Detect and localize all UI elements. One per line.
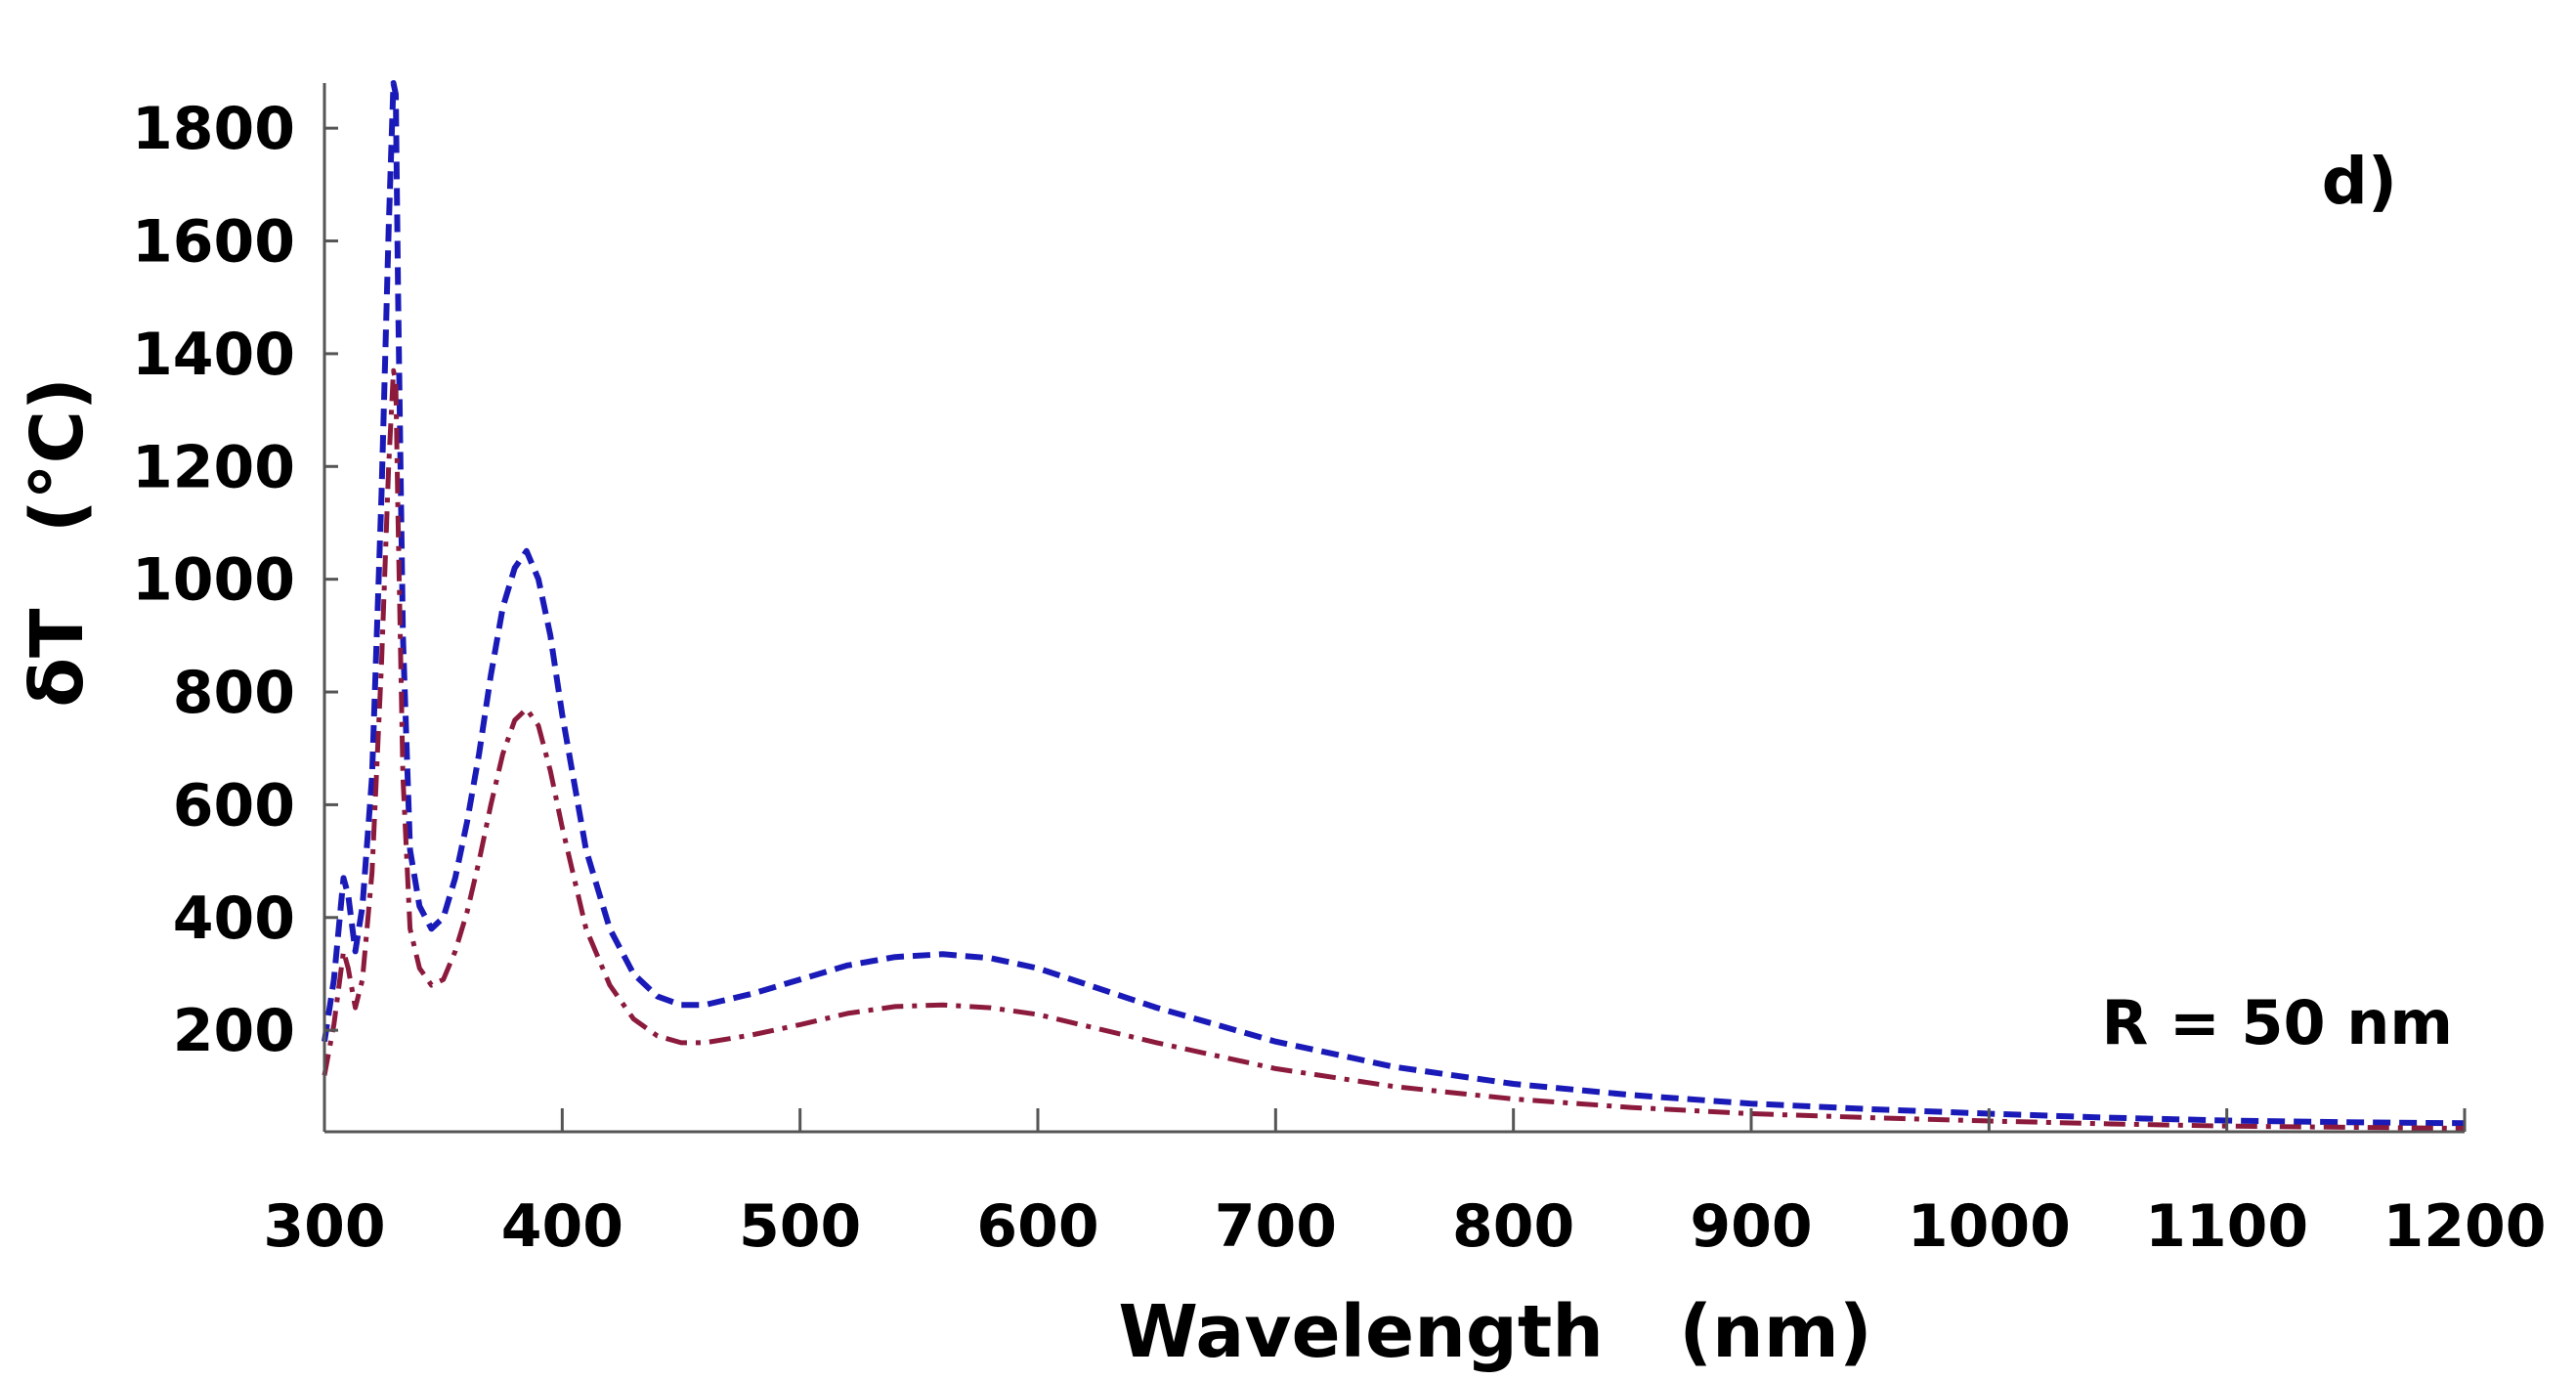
panel-label: d)	[2322, 144, 2397, 219]
y-tick-label: 800	[173, 659, 295, 727]
x-tick-label: 1200	[2383, 1192, 2547, 1261]
x-tick-label: 1000	[1908, 1192, 2071, 1261]
y-tick-label: 1600	[132, 208, 295, 277]
y-tick-label: 1200	[132, 433, 295, 501]
x-tick-label: 800	[1452, 1192, 1574, 1261]
x-tick-label: 700	[1215, 1192, 1337, 1261]
x-tick-label: 1100	[2145, 1192, 2308, 1261]
x-tick-label: 300	[263, 1192, 385, 1261]
y-tick-label: 600	[173, 771, 295, 840]
y-tick-label: 1400	[132, 321, 295, 389]
y-axis-title: δT (°C)	[16, 377, 100, 708]
y-ticks: 200 400 600 800 1000 1200 1400 1600 1800	[132, 95, 338, 1065]
radius-annotation: R = 50 nm	[2102, 987, 2453, 1058]
x-tick-label: 500	[739, 1192, 861, 1261]
series-group	[322, 80, 2466, 1131]
x-axis-title: Wavelength (nm)	[1118, 1290, 1871, 1374]
series-line-red-dashdot	[322, 367, 2466, 1131]
x-tick-label: 400	[501, 1192, 623, 1261]
y-tick-label: 1800	[132, 95, 295, 163]
x-tick-label: 600	[976, 1192, 1098, 1261]
y-tick-label: 1000	[132, 546, 295, 615]
y-tick-label: 200	[173, 997, 295, 1065]
series-line-blue-dashed	[322, 80, 2466, 1127]
axes	[322, 83, 2465, 1134]
y-tick-label: 400	[173, 884, 295, 953]
x-tick-label: 900	[1690, 1192, 1812, 1261]
x-ticks: 300 400 500 600 700 800 900 1000 1100 1200	[263, 1108, 2547, 1261]
